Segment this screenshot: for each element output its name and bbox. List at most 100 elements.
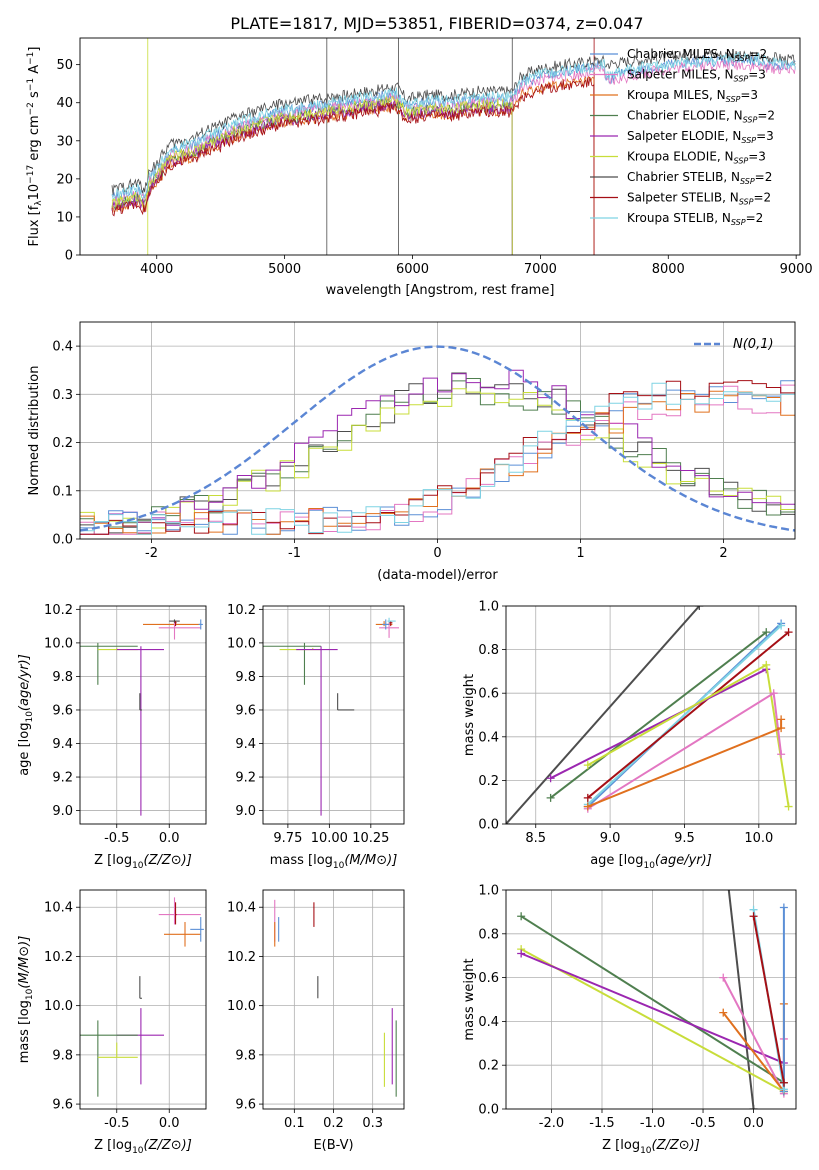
y-tick-label: 10.4 [227,901,256,916]
x-tick-label: -0.5 [104,1116,129,1131]
weight-line [550,668,767,780]
axis-label-part: (age/yr)] [17,654,32,711]
y-tick-label: 0.8 [478,643,499,658]
axis-label-subscript: 10 [132,861,144,871]
weight-marker [777,621,786,630]
axis-label-part: age [log [590,853,643,868]
y-tick-label: 0.4 [478,730,499,745]
weight-line [727,890,755,1109]
x-tick-label: -0.5 [104,831,129,846]
y-tick-label: 9.6 [235,1098,256,1113]
x-tick-label: 0.2 [323,1116,344,1131]
y-tick-label: 10.4 [44,901,73,916]
x-axis-label: Z [log10(Z/Z⊙)] [602,1138,700,1156]
residuals-panel: -2 -1 0 1 2 0.0 0.1 0.2 0.3 0.4 N(0,1) (data-model)… [27,321,796,583]
x-tick-label: 0.0 [159,831,180,846]
x-tick-label: 0.0 [159,1116,180,1131]
spectrum-line [111,51,796,200]
axis-label-subscript: 10 [333,861,345,871]
x-tick-label: 0.1 [284,1116,305,1131]
y-tick-label: 9.0 [52,804,73,819]
axes-frame [262,889,405,1110]
normal-curve [79,345,796,532]
legend-subscript: SSP [734,157,749,166]
legend-subscript: SSP [741,136,756,145]
y-tick-label: 9.0 [235,804,256,819]
legend-subscript: SSP [735,54,750,63]
histogram-series [80,382,795,535]
legend-text: Chabrier MILES, N [627,47,735,61]
legend-suffix: =3 [756,129,774,143]
legend-text: Chabrier ELODIE, N [627,109,743,123]
axis-label-part: Z [log [602,1138,640,1153]
legend-subscript: SSP [743,116,758,125]
weight-line [549,631,767,799]
y-tick-label: 0.6 [478,687,499,702]
y-tick-label: 0.4 [52,340,73,355]
x-tick-label: 1 [576,546,584,561]
axes-frame [79,889,207,1110]
axis-label-part: (Z/Z⊙)] [144,1138,192,1153]
x-axis-label: wavelength [Angstrom, rest frame] [326,283,555,298]
x-tick-label: -1.0 [640,1116,665,1131]
spectrum-line [111,97,513,255]
histogram-series [80,384,795,535]
histogram-series [80,378,795,535]
axis-label-part: (Z/Z⊙)] [652,1138,700,1153]
legend-subscript: SSP [726,95,741,104]
legend-subscript: SSP [739,198,754,207]
axes-frame [79,605,207,825]
weight-marker [762,660,771,669]
weight-marker [546,793,555,802]
legend-text: Kroupa ELODIE, N [627,150,734,164]
x-tick-label: 9.5 [674,831,695,846]
legend-label: Kroupa ELODIE, NSSP=3 [627,150,766,166]
spectrum-panel: 4000 5000 6000 7000 8000 9000 0 10 20 30 40 50 Chabr… [26,37,813,298]
figure-title: PLATE=1817, MJD=53851, FIBERID=0374, z=0… [230,14,643,33]
x-tick-label: 9.0 [600,831,621,846]
x-tick-label: 0.3 [362,1116,383,1131]
weight-marker [517,912,526,921]
legend-suffix: =2 [757,109,775,123]
legend-label: Salpeter STELIB, NSSP=2 [627,191,771,207]
y-tick-label: 10.2 [227,603,256,618]
legend-label: Salpeter ELODIE, NSSP=3 [627,129,774,145]
x-tick-label: 10.25 [352,831,389,846]
x-tick-label: 8000 [652,262,685,277]
y-tick-label: 30 [56,134,73,149]
y-axis-label: mass [log10(M/M⊙)] [17,936,35,1064]
weight-marker [719,1008,728,1017]
legend-label: N(0,1) [733,337,774,352]
y-tick-label: 0.6 [478,971,499,986]
axis-label-part: Z [log [94,853,132,868]
axis-label-subscript: 10 [132,1146,144,1156]
y-tick-label: 0.0 [52,533,73,548]
x-axis-label: Z [log10(Z/Z⊙)] [94,853,192,871]
legend-label: Kroupa MILES, NSSP=3 [627,88,758,104]
legend-suffix: =3 [748,150,766,164]
weight-marker [719,973,728,982]
y-tick-label: 50 [56,58,73,73]
x-tick-label: -1.5 [589,1116,614,1131]
x-axis-label: mass [log10(M/M⊙)] [270,853,398,871]
y-tick-label: 0.0 [478,1103,499,1118]
legend-suffix: =2 [753,191,771,205]
weight-marker [779,1078,788,1087]
y-tick-label: 10 [56,210,73,225]
y-tick-label: 0.2 [478,774,499,789]
y-tick-label: 0 [65,249,73,264]
y-tick-label: 10.0 [227,999,256,1014]
weight-marker [779,903,788,912]
weight-marker [769,689,778,698]
weight-line [587,624,782,806]
y-tick-label: 10.2 [44,603,73,618]
y-tick-label: 9.8 [52,1048,73,1063]
y-tick-label: 20 [56,172,73,187]
x-tick-label: 7000 [524,262,557,277]
legend-label: Chabrier MILES, NSSP=2 [627,47,767,63]
x-tick-label: 9000 [780,262,813,277]
axis-label-part: −1 [26,52,36,65]
y-tick-label: 10.0 [227,636,256,651]
histogram-series [80,390,795,535]
axis-label-subscript: 10 [25,988,35,1000]
